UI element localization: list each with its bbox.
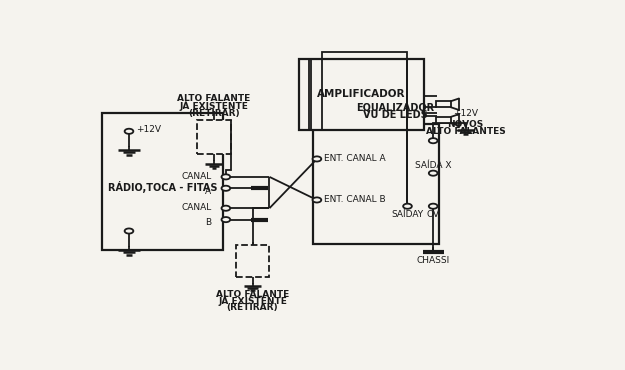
Circle shape — [312, 197, 321, 202]
Text: ALTO FALANTES: ALTO FALANTES — [426, 127, 506, 136]
Text: RÁDIO,TOCA - FITAS: RÁDIO,TOCA - FITAS — [108, 181, 218, 193]
Circle shape — [403, 204, 412, 209]
Polygon shape — [436, 117, 451, 123]
Text: A: A — [205, 187, 211, 196]
Text: CHASSI: CHASSI — [416, 256, 450, 265]
Text: OV: OV — [427, 210, 439, 219]
Circle shape — [221, 174, 230, 179]
Text: +12V: +12V — [136, 125, 161, 134]
Text: ALTO FALANTE: ALTO FALANTE — [216, 290, 289, 299]
Text: SAÍDA X: SAÍDA X — [415, 161, 451, 170]
Polygon shape — [299, 58, 424, 130]
Circle shape — [124, 228, 133, 233]
Polygon shape — [436, 101, 451, 107]
Text: VU DE LEDS: VU DE LEDS — [363, 110, 428, 120]
Polygon shape — [102, 113, 224, 249]
Text: JÁ EXISTENTE: JÁ EXISTENTE — [218, 296, 287, 306]
Circle shape — [429, 204, 438, 209]
Text: AMPLIFICADOR: AMPLIFICADOR — [318, 89, 406, 99]
Circle shape — [312, 157, 321, 161]
Text: (RETIRAR): (RETIRAR) — [227, 303, 278, 312]
Circle shape — [221, 206, 230, 211]
Text: CANAL: CANAL — [181, 204, 211, 212]
Text: SAÍDAY: SAÍDAY — [391, 210, 424, 219]
Text: ENT. CANAL A: ENT. CANAL A — [324, 154, 386, 164]
Circle shape — [124, 129, 133, 134]
Polygon shape — [197, 120, 231, 154]
Text: ALTO FALANTE: ALTO FALANTE — [177, 94, 251, 103]
Text: JÁ EXISTENTE: JÁ EXISTENTE — [179, 101, 248, 111]
Polygon shape — [236, 245, 269, 277]
Polygon shape — [313, 124, 439, 244]
Circle shape — [429, 171, 438, 176]
Text: (RETIRAR): (RETIRAR) — [188, 109, 239, 118]
Text: B: B — [205, 218, 211, 227]
Circle shape — [221, 186, 230, 191]
Text: CANAL: CANAL — [181, 172, 211, 181]
Text: EQUALIZADOR: EQUALIZADOR — [356, 102, 434, 112]
Text: ENT. CANAL B: ENT. CANAL B — [324, 195, 386, 205]
Text: +12V: +12V — [453, 109, 478, 118]
Circle shape — [429, 138, 438, 143]
Text: NOVOS: NOVOS — [448, 120, 484, 129]
Circle shape — [221, 217, 230, 222]
